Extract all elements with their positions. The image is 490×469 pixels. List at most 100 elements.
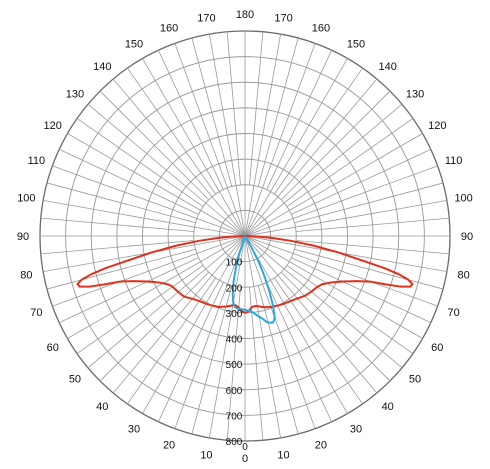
series-curve-2 xyxy=(231,235,276,324)
angle-label-neg120: 120 xyxy=(44,120,62,132)
angle-label-neg40: 40 xyxy=(96,401,108,413)
angle-label-110: 110 xyxy=(445,155,463,167)
angle-label-neg80: 80 xyxy=(20,270,32,282)
angle-labels: 0 102030405060708090100110120130140150160… xyxy=(17,9,473,465)
grid-spoke-255 xyxy=(46,182,196,224)
grid-spoke-330 xyxy=(142,235,246,414)
grid-spoke-305 xyxy=(76,265,204,354)
grid-spoke-250 xyxy=(52,165,246,237)
angle-label-40: 40 xyxy=(382,401,394,413)
angle-label-80: 80 xyxy=(458,270,470,282)
grid-spoke-325 xyxy=(127,277,216,405)
angle-label-neg60: 60 xyxy=(47,342,59,354)
grid-spoke-65 xyxy=(291,257,431,324)
radial-label-400: 400 xyxy=(226,335,243,346)
grid-spoke-315 xyxy=(99,271,210,382)
grid-spoke-110 xyxy=(244,165,438,237)
grid-spoke-205 xyxy=(157,50,224,190)
angle-label-neg30: 30 xyxy=(128,423,140,435)
grid-spoke-80 xyxy=(244,235,447,272)
grid-spoke-210 xyxy=(142,58,246,237)
grid-spoke-235 xyxy=(76,118,204,207)
grid-spoke-295 xyxy=(59,257,199,324)
grid-spoke-30 xyxy=(244,235,348,414)
grid-spoke-165 xyxy=(257,37,299,187)
angle-label-160: 160 xyxy=(312,22,330,34)
series-curve-1 xyxy=(76,235,414,314)
radial-label-300: 300 xyxy=(226,309,243,320)
grid-spoke-225 xyxy=(99,90,210,201)
radial-center-label: 0 xyxy=(242,442,248,453)
angle-label-180: 180 xyxy=(236,9,254,21)
grid-spoke-60 xyxy=(244,235,423,339)
grid-spoke-185 xyxy=(226,31,241,185)
angle-label-neg20: 20 xyxy=(163,440,175,452)
angle-label-30: 30 xyxy=(350,423,362,435)
grid-spoke-230 xyxy=(87,103,246,237)
angle-label-neg100: 100 xyxy=(17,192,35,204)
grid-spoke-200 xyxy=(174,43,246,237)
angle-label-neg50: 50 xyxy=(69,374,81,386)
grid-spoke-290 xyxy=(52,235,246,307)
radial-label-500: 500 xyxy=(226,360,243,371)
grid-spoke-355 xyxy=(226,287,241,441)
angle-label-150: 150 xyxy=(347,39,365,51)
grid-spoke-55 xyxy=(286,265,414,354)
grid-spoke-310 xyxy=(87,235,246,369)
grid-spoke-220 xyxy=(112,78,246,237)
angle-label-10: 10 xyxy=(277,450,289,462)
grid-spoke-115 xyxy=(291,148,431,215)
grid-spoke-190 xyxy=(209,34,246,237)
grid-spoke-245 xyxy=(59,148,199,215)
grid-spoke-85 xyxy=(296,240,450,255)
angle-label-neg10: 10 xyxy=(200,450,212,462)
angle-label-neg170: 170 xyxy=(197,12,215,24)
radial-label-200: 200 xyxy=(226,283,243,294)
angle-label-130: 130 xyxy=(406,88,424,100)
grid-spoke-135 xyxy=(280,90,391,201)
angle-label-neg150: 150 xyxy=(125,39,143,51)
angle-label-50: 50 xyxy=(409,374,421,386)
grid-spoke-100 xyxy=(244,200,447,237)
grid-spoke-265 xyxy=(40,217,194,232)
grid-spoke-240 xyxy=(67,133,246,237)
angle-label-120: 120 xyxy=(428,120,446,132)
grid-spoke-260 xyxy=(43,200,246,237)
radial-labels: 100 200 300 400 500 600 700 800 0 xyxy=(226,258,249,453)
grid-spoke-105 xyxy=(294,182,444,224)
angle-label-140: 140 xyxy=(379,61,397,73)
grid-spoke-340 xyxy=(174,235,246,429)
angle-label-20: 20 xyxy=(315,440,327,452)
radial-label-600: 600 xyxy=(226,386,243,397)
grid-spoke-50 xyxy=(244,235,403,369)
angle-label-neg130: 130 xyxy=(66,88,84,100)
grid-spoke-320 xyxy=(112,235,246,394)
angle-label-neg140: 140 xyxy=(93,61,111,73)
grid-spoke-155 xyxy=(266,50,333,190)
grid-spoke-300 xyxy=(67,235,246,339)
angle-label-0: 0 xyxy=(242,453,248,465)
angle-label-neg70: 70 xyxy=(30,307,42,319)
grid-spoke-75 xyxy=(294,248,444,290)
angle-label-70: 70 xyxy=(447,307,459,319)
angle-label-neg90: 90 xyxy=(17,231,29,243)
radial-label-700: 700 xyxy=(226,411,243,422)
grid-spoke-195 xyxy=(191,37,233,187)
grid-spoke-70 xyxy=(244,235,438,307)
grid-spoke-175 xyxy=(249,31,264,185)
grid-spoke-40 xyxy=(244,235,378,394)
grid-spoke-125 xyxy=(286,118,414,207)
angle-label-60: 60 xyxy=(431,342,443,354)
grid-spoke-130 xyxy=(244,103,403,237)
grid-spoke-280 xyxy=(43,235,246,272)
angle-label-90: 90 xyxy=(461,231,473,243)
grid-spoke-95 xyxy=(296,217,450,232)
grid-spoke-140 xyxy=(244,78,378,237)
grid-spoke-275 xyxy=(40,240,194,255)
series-group xyxy=(76,235,414,324)
grid-spoke-20 xyxy=(244,235,316,429)
radial-label-100: 100 xyxy=(226,258,243,269)
angle-label-neg110: 110 xyxy=(28,155,46,167)
grid-spoke-160 xyxy=(244,43,316,237)
